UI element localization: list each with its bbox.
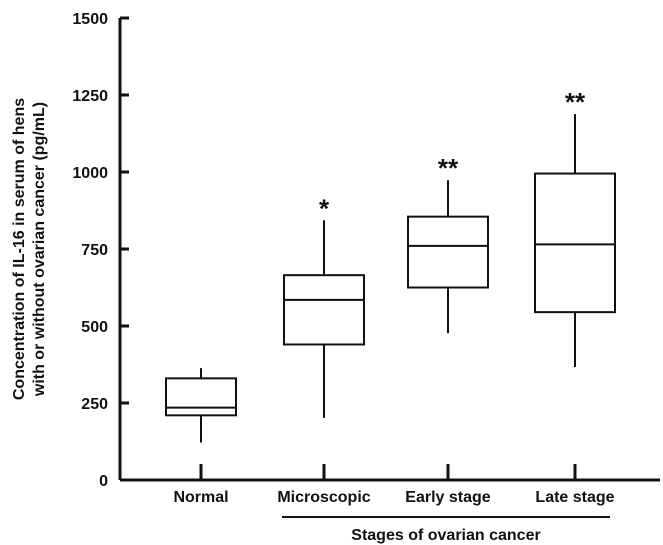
iqr-box bbox=[534, 172, 616, 314]
iqr-box bbox=[165, 377, 237, 417]
y-tick-label: 1250 bbox=[72, 88, 108, 105]
group-label: Stages of ovarian cancer bbox=[351, 527, 540, 544]
x-tick-label: Normal bbox=[173, 489, 228, 506]
x-axis: Normal Microscopic Early stage Late stage bbox=[120, 464, 660, 506]
group-bracket: Stages of ovarian cancer bbox=[282, 516, 610, 544]
significance-marker: * bbox=[319, 193, 330, 223]
y-axis-title: Concentration of IL-16 in serum of hens w… bbox=[11, 98, 48, 400]
iqr-box bbox=[283, 274, 365, 346]
box-early-stage: ** bbox=[407, 153, 489, 334]
significance-marker: ** bbox=[565, 87, 586, 117]
box-normal bbox=[165, 368, 237, 443]
y-tick-label: 0 bbox=[99, 473, 108, 490]
y-axis-title-line: with or without ovarian cancer (pg/mL) bbox=[31, 102, 48, 397]
box-late-stage: ** bbox=[534, 87, 616, 368]
box-microscopic: * bbox=[283, 193, 365, 418]
x-tick-label: Late stage bbox=[535, 489, 614, 506]
y-axis: 0 250 500 750 1000 1250 1500 bbox=[72, 11, 129, 490]
y-tick-label: 500 bbox=[81, 319, 108, 336]
boxes: ***** bbox=[165, 87, 616, 443]
y-tick-label: 1000 bbox=[72, 165, 108, 182]
iqr-box bbox=[407, 215, 489, 289]
significance-marker: ** bbox=[438, 153, 459, 183]
y-tick-label: 1500 bbox=[72, 11, 108, 28]
y-tick-label: 750 bbox=[81, 242, 108, 259]
x-tick-label: Early stage bbox=[405, 489, 490, 506]
x-tick-label: Microscopic bbox=[277, 489, 370, 506]
y-axis-title-line: Concentration of IL-16 in serum of hens bbox=[11, 98, 28, 400]
y-tick-label: 250 bbox=[81, 396, 108, 413]
